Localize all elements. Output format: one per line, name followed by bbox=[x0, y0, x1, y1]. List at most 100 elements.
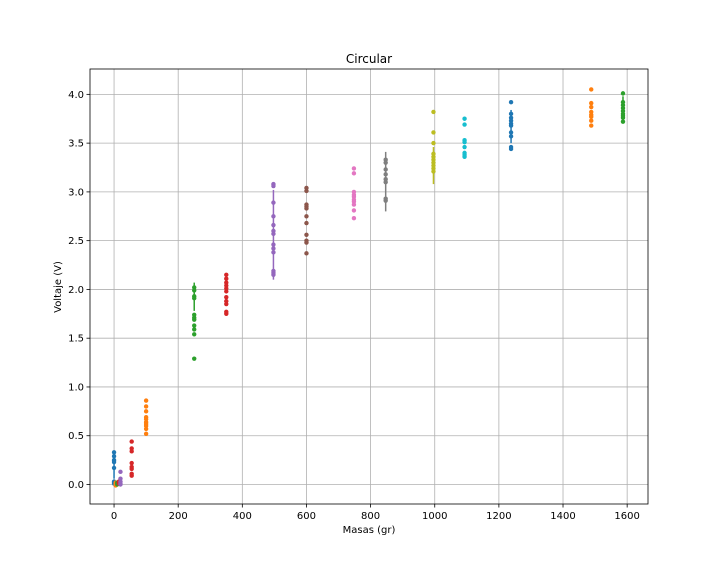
data-point bbox=[143, 426, 149, 432]
y-tick-label: 3.0 bbox=[68, 187, 84, 198]
data-point bbox=[192, 332, 197, 337]
data-point bbox=[508, 123, 514, 128]
data-point bbox=[224, 272, 229, 277]
data-point bbox=[143, 409, 149, 414]
data-point bbox=[351, 166, 357, 171]
data-point bbox=[431, 169, 436, 174]
data-point bbox=[129, 439, 134, 444]
data-point bbox=[111, 459, 117, 465]
y-tick-label: 2.0 bbox=[68, 285, 84, 296]
data-point bbox=[192, 356, 197, 361]
data-point bbox=[620, 91, 626, 96]
y-tick-label: 3.5 bbox=[68, 139, 84, 150]
data-point bbox=[351, 171, 357, 176]
data-point bbox=[143, 431, 149, 436]
data-point bbox=[129, 466, 134, 472]
series-9 bbox=[224, 272, 229, 317]
data-point bbox=[508, 111, 514, 117]
data-point bbox=[383, 172, 388, 177]
data-point bbox=[143, 398, 149, 403]
data-point bbox=[431, 140, 436, 146]
data-point bbox=[462, 154, 467, 159]
data-point bbox=[271, 214, 276, 219]
data-point bbox=[271, 183, 276, 189]
data-point bbox=[589, 100, 594, 106]
data-point bbox=[192, 323, 197, 328]
axis-ticks: 0 200 400 600 800 1000 1200 1400 1600 0.0 0.5 1.0 1.… bbox=[68, 90, 640, 522]
data-point bbox=[351, 216, 357, 221]
chart-title: Circular bbox=[346, 52, 392, 66]
data-point bbox=[129, 460, 134, 466]
series-10 bbox=[271, 181, 276, 280]
series-8 bbox=[192, 282, 197, 361]
data-point bbox=[129, 449, 134, 454]
data-point bbox=[271, 246, 276, 251]
data-point bbox=[129, 473, 134, 478]
data-point bbox=[351, 202, 357, 207]
data-point bbox=[304, 220, 309, 226]
data-point bbox=[271, 242, 276, 247]
x-tick-label: 1200 bbox=[486, 511, 511, 522]
series-15 bbox=[462, 116, 467, 159]
data-point bbox=[271, 200, 276, 205]
data-point bbox=[224, 301, 229, 307]
data-point bbox=[304, 232, 309, 238]
data-point bbox=[304, 206, 309, 211]
data-point bbox=[383, 179, 388, 185]
data-point bbox=[462, 116, 467, 121]
y-axis-label: Voltaje (V) bbox=[53, 261, 64, 313]
plot-area-frame bbox=[89, 68, 649, 505]
series-13 bbox=[383, 151, 388, 212]
data-point bbox=[589, 123, 594, 128]
data-point bbox=[271, 272, 276, 277]
data-point bbox=[383, 160, 388, 165]
x-tick-label: 0 bbox=[111, 511, 117, 522]
data-point bbox=[508, 134, 514, 139]
x-tick-label: 1000 bbox=[422, 511, 447, 522]
data-point bbox=[192, 296, 197, 301]
series-7 bbox=[143, 398, 149, 436]
data-point bbox=[508, 99, 514, 105]
data-point bbox=[118, 469, 123, 475]
series-16 bbox=[508, 99, 514, 152]
data-point bbox=[383, 198, 388, 203]
data-point bbox=[589, 104, 594, 110]
series-6 bbox=[129, 439, 134, 478]
data-point bbox=[192, 288, 197, 293]
data-point bbox=[304, 214, 309, 219]
data-point bbox=[143, 404, 149, 409]
y-tick-label: 1.5 bbox=[68, 334, 84, 345]
data-point bbox=[224, 276, 229, 281]
data-point bbox=[271, 231, 276, 237]
data-point bbox=[224, 295, 229, 300]
data-point bbox=[462, 122, 467, 127]
data-point bbox=[589, 114, 594, 119]
series-18 bbox=[620, 91, 626, 124]
data-point bbox=[462, 144, 467, 150]
y-tick-label: 1.0 bbox=[68, 382, 84, 393]
data-point bbox=[111, 454, 117, 459]
data-point bbox=[620, 115, 626, 120]
data-point bbox=[589, 87, 594, 92]
series-17 bbox=[589, 87, 594, 128]
data-point bbox=[431, 130, 436, 135]
x-tick-label: 600 bbox=[297, 511, 316, 522]
data-point bbox=[271, 222, 276, 228]
data-series bbox=[111, 87, 626, 488]
x-tick-label: 800 bbox=[361, 511, 380, 522]
y-tick-label: 0.0 bbox=[68, 480, 84, 491]
y-tick-label: 2.5 bbox=[68, 236, 84, 247]
series-12 bbox=[351, 166, 357, 221]
data-point bbox=[224, 311, 229, 317]
data-point bbox=[118, 482, 123, 487]
data-point bbox=[304, 240, 309, 245]
x-tick-label: 1600 bbox=[614, 511, 639, 522]
series-14 bbox=[431, 109, 436, 185]
data-point bbox=[111, 450, 117, 455]
data-point bbox=[508, 130, 514, 135]
x-axis-label: Masas (gr) bbox=[343, 525, 396, 536]
data-point bbox=[508, 146, 514, 152]
data-point bbox=[304, 188, 309, 194]
